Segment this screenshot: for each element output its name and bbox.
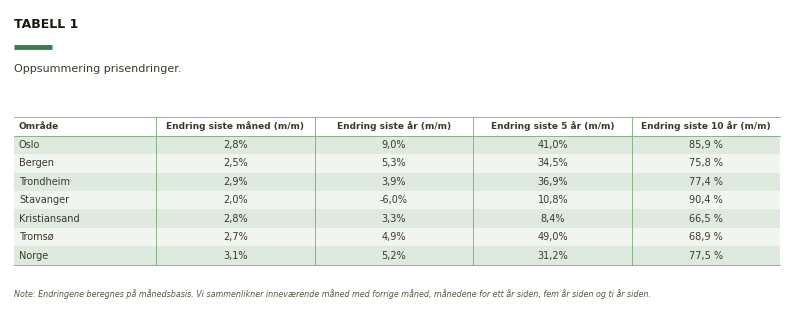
Text: -6,0%: -6,0% [380, 195, 408, 205]
Text: 3,1%: 3,1% [223, 251, 248, 261]
Text: 3,3%: 3,3% [382, 214, 406, 224]
Text: Område: Område [19, 122, 59, 131]
Text: Oppsummering prisendringer.: Oppsummering prisendringer. [14, 64, 181, 74]
Text: TABELL 1: TABELL 1 [14, 18, 79, 30]
Text: 75,8 %: 75,8 % [689, 158, 723, 168]
Text: Endring siste 10 år (m/m): Endring siste 10 år (m/m) [641, 121, 771, 131]
Text: 2,8%: 2,8% [222, 214, 248, 224]
Text: 66,5 %: 66,5 % [689, 214, 723, 224]
Text: 5,2%: 5,2% [382, 251, 406, 261]
Text: 77,4 %: 77,4 % [689, 177, 723, 187]
Bar [14, 117, 780, 135]
Bar [14, 210, 780, 228]
Text: 2,0%: 2,0% [222, 195, 248, 205]
Text: 9,0%: 9,0% [382, 140, 406, 150]
Bar [14, 173, 780, 191]
Text: 90,4 %: 90,4 % [689, 195, 723, 205]
Text: 41,0%: 41,0% [537, 140, 568, 150]
Text: Tromsø: Tromsø [19, 232, 54, 242]
Text: 8,4%: 8,4% [540, 214, 565, 224]
Bar [14, 247, 780, 265]
Text: Trondheim: Trondheim [19, 177, 70, 187]
Text: 3,9%: 3,9% [382, 177, 406, 187]
Text: Note: Endringene beregnes på månedsbasis. Vi sammenlikner inneværende måned med : Note: Endringene beregnes på månedsbasis… [14, 289, 651, 299]
Text: Endring siste år (m/m): Endring siste år (m/m) [337, 121, 451, 131]
Text: Endring siste måned (m/m): Endring siste måned (m/m) [166, 121, 305, 131]
Text: 68,9 %: 68,9 % [689, 232, 723, 242]
Text: 85,9 %: 85,9 % [689, 140, 723, 150]
Bar [14, 135, 780, 154]
Bar [14, 228, 780, 247]
Text: Bergen: Bergen [19, 158, 54, 168]
Text: Stavanger: Stavanger [19, 195, 69, 205]
Text: 49,0%: 49,0% [537, 232, 568, 242]
Text: 36,9%: 36,9% [537, 177, 568, 187]
Text: 4,9%: 4,9% [382, 232, 406, 242]
Text: 2,9%: 2,9% [222, 177, 248, 187]
Text: Norge: Norge [19, 251, 48, 261]
Text: 5,3%: 5,3% [382, 158, 406, 168]
Bar [14, 191, 780, 210]
Text: 31,2%: 31,2% [537, 251, 568, 261]
Text: 10,8%: 10,8% [537, 195, 568, 205]
Text: Oslo: Oslo [19, 140, 40, 150]
Text: 77,5 %: 77,5 % [689, 251, 723, 261]
Text: 2,5%: 2,5% [222, 158, 248, 168]
Text: Kristiansand: Kristiansand [19, 214, 80, 224]
Text: Endring siste 5 år (m/m): Endring siste 5 år (m/m) [491, 121, 615, 131]
Bar [14, 154, 780, 173]
Text: 34,5%: 34,5% [537, 158, 568, 168]
Text: 2,8%: 2,8% [222, 140, 248, 150]
Text: 2,7%: 2,7% [222, 232, 248, 242]
